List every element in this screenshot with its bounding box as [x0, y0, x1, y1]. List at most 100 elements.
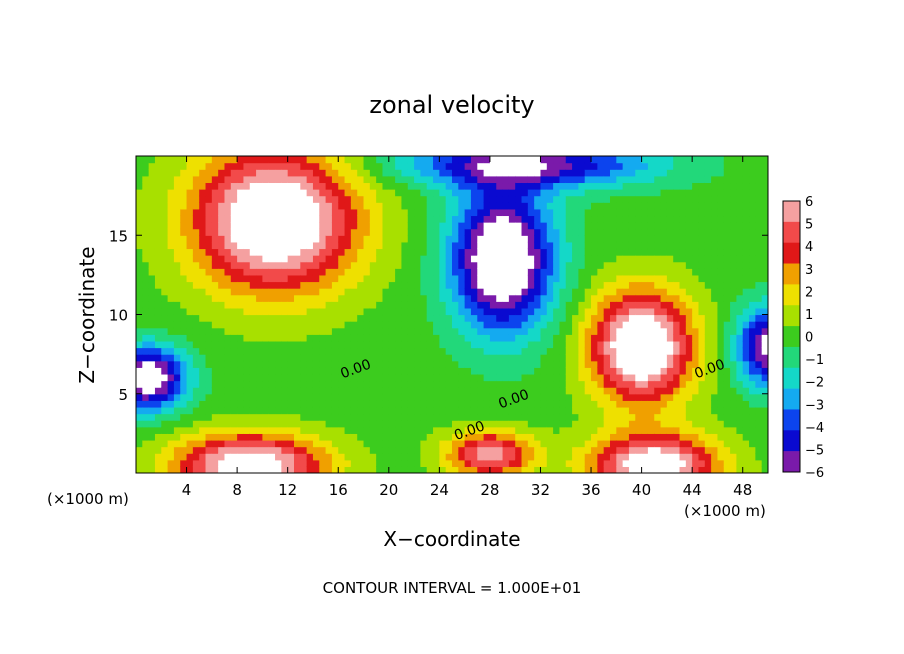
- field-cell: [749, 453, 756, 461]
- field-cell: [445, 182, 453, 190]
- field-cell: [521, 354, 529, 362]
- field-cell: [205, 327, 213, 335]
- field-cell: [407, 156, 415, 164]
- field-cell: [382, 307, 390, 316]
- field-cell: [641, 261, 649, 269]
- field-cell: [578, 354, 586, 362]
- field-cell: [496, 367, 504, 375]
- field-cell: [527, 248, 535, 256]
- field-cell: [616, 301, 624, 309]
- field-cell: [603, 235, 611, 243]
- field-cell: [565, 235, 573, 243]
- field-cell: [325, 420, 333, 428]
- field-cell: [186, 268, 194, 276]
- field-cell: [350, 169, 358, 177]
- field-cell: [192, 288, 200, 296]
- field-cell: [483, 446, 491, 454]
- field-cell: [565, 314, 573, 322]
- field-cell: [673, 347, 681, 355]
- field-cell: [692, 340, 700, 349]
- field-cell: [603, 294, 611, 302]
- field-cell: [338, 426, 346, 434]
- field-cell: [679, 413, 687, 421]
- field-cell: [711, 453, 719, 461]
- field-cell: [685, 327, 693, 335]
- field-cell: [470, 261, 478, 269]
- field-cell: [136, 274, 143, 283]
- x-tick-label: 40: [632, 481, 651, 499]
- field-cell: [268, 321, 276, 329]
- field-cell: [281, 373, 289, 382]
- field-cell: [622, 380, 630, 388]
- field-cell: [527, 340, 535, 349]
- field-cell: [243, 182, 251, 190]
- field-cell: [452, 294, 459, 302]
- field-cell: [382, 255, 390, 263]
- field-cell: [742, 241, 750, 250]
- field-cell: [673, 420, 681, 428]
- field-cell: [211, 433, 219, 441]
- field-cell: [186, 340, 194, 349]
- field-cell: [294, 189, 301, 197]
- field-cell: [357, 453, 365, 461]
- field-cell: [420, 446, 428, 454]
- field-cell: [325, 281, 333, 289]
- field-cell: [154, 248, 162, 256]
- field-cell: [502, 182, 510, 190]
- field-cell: [256, 406, 263, 415]
- field-cell: [597, 406, 605, 415]
- field-cell: [508, 195, 516, 203]
- field-cell: [211, 373, 219, 382]
- field-cell: [553, 439, 561, 448]
- field-cell: [572, 433, 579, 441]
- field-cell: [344, 453, 352, 461]
- field-cell: [647, 393, 655, 401]
- field-cell: [173, 393, 181, 401]
- field-cell: [344, 274, 352, 283]
- field-cell: [654, 433, 662, 441]
- field-cell: [679, 215, 687, 223]
- field-cell: [673, 446, 681, 454]
- field-cell: [717, 228, 725, 236]
- field-cell: [369, 426, 377, 434]
- field-cell: [420, 387, 428, 395]
- field-cell: [489, 393, 497, 401]
- field-cell: [508, 334, 516, 342]
- field-cell: [262, 307, 270, 316]
- field-cell: [723, 281, 731, 289]
- field-cell: [312, 387, 320, 395]
- field-cell: [597, 268, 605, 276]
- field-cell: [470, 347, 478, 355]
- field-cell: [692, 281, 700, 289]
- field-cell: [344, 288, 352, 296]
- field-cell: [622, 360, 630, 368]
- field-cell: [224, 400, 232, 408]
- field-cell: [578, 360, 586, 368]
- field-cell: [559, 202, 567, 210]
- field-cell: [711, 406, 719, 415]
- field-cell: [154, 420, 162, 428]
- field-cell: [666, 439, 674, 448]
- field-cell: [761, 400, 768, 408]
- field-cell: [635, 248, 643, 256]
- field-cell: [230, 307, 238, 316]
- field-cell: [559, 321, 567, 329]
- field-cell: [211, 380, 219, 388]
- field-cell: [578, 255, 586, 263]
- field-cell: [641, 215, 649, 223]
- field-cell: [622, 189, 630, 197]
- field-cell: [433, 373, 440, 382]
- field-cell: [382, 228, 390, 236]
- field-cell: [761, 208, 768, 217]
- field-cell: [426, 189, 434, 197]
- field-cell: [363, 288, 371, 296]
- field-cell: [508, 156, 516, 164]
- field-cell: [237, 420, 245, 428]
- field-cell: [142, 439, 150, 448]
- field-cell: [647, 380, 655, 388]
- field-cell: [527, 426, 535, 434]
- field-cell: [736, 222, 744, 230]
- field-cell: [483, 156, 491, 164]
- field-cell: [306, 439, 314, 448]
- field-cell: [565, 327, 573, 335]
